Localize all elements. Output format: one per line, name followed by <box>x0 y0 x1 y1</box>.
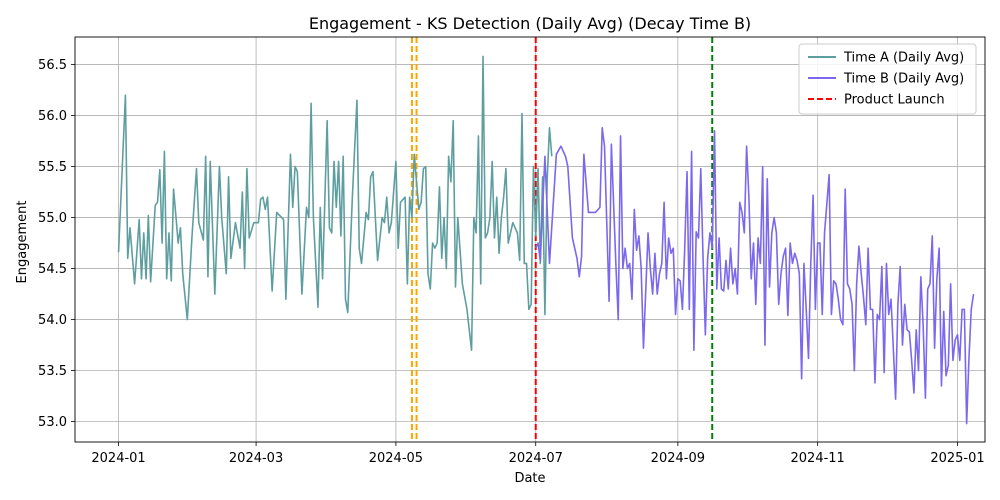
series-line-time-a <box>436 55 553 351</box>
plot-border <box>74 36 986 443</box>
series-line-time-a <box>117 94 438 321</box>
x-tick-label: 2025-01 <box>930 451 984 466</box>
y-tick-label: 55.0 <box>38 211 67 226</box>
legend-label: Time B (Daily Avg) <box>843 72 964 87</box>
x-tick-label: 2024-11 <box>791 451 845 466</box>
legend-box <box>798 43 977 115</box>
legend-label: Product Launch <box>844 93 945 108</box>
x-tick-label: 2024-07 <box>509 451 563 466</box>
y-axis: 53.0 53.5 54.0 54.5 55.0 55.5 56.0 56.5 <box>38 58 75 430</box>
x-axis-label: Date <box>514 471 545 486</box>
y-tick-label: 53.5 <box>38 364 67 379</box>
y-tick-label: 54.0 <box>38 313 67 328</box>
y-tick-label: 55.5 <box>38 160 67 175</box>
y-tick-label: 54.5 <box>38 262 67 277</box>
x-tick-label: 2024-09 <box>651 451 705 466</box>
x-axis: 2024-01 2024-03 2024-05 2024-07 2024-09 2024-… <box>91 442 985 466</box>
y-tick-label: 53.0 <box>38 415 67 430</box>
y-tick-label: 56.5 <box>38 58 67 73</box>
legend-label: Time A (Daily Avg) <box>843 51 964 66</box>
y-axis-label: Engagement <box>15 201 30 284</box>
legend: Time A (Daily Avg) Time B (Daily Avg) Prod… <box>798 43 977 115</box>
x-tick-label: 2024-01 <box>91 451 145 466</box>
grid <box>75 37 985 442</box>
plot-frame <box>74 36 986 443</box>
series-lines <box>117 55 975 425</box>
x-tick-label: 2024-05 <box>369 451 423 466</box>
y-tick-label: 56.0 <box>38 109 67 124</box>
series-line-time-b <box>535 126 975 425</box>
x-tick-label: 2024-03 <box>229 451 283 466</box>
chart-title: Engagement - KS Detection (Daily Avg) (D… <box>309 14 751 33</box>
